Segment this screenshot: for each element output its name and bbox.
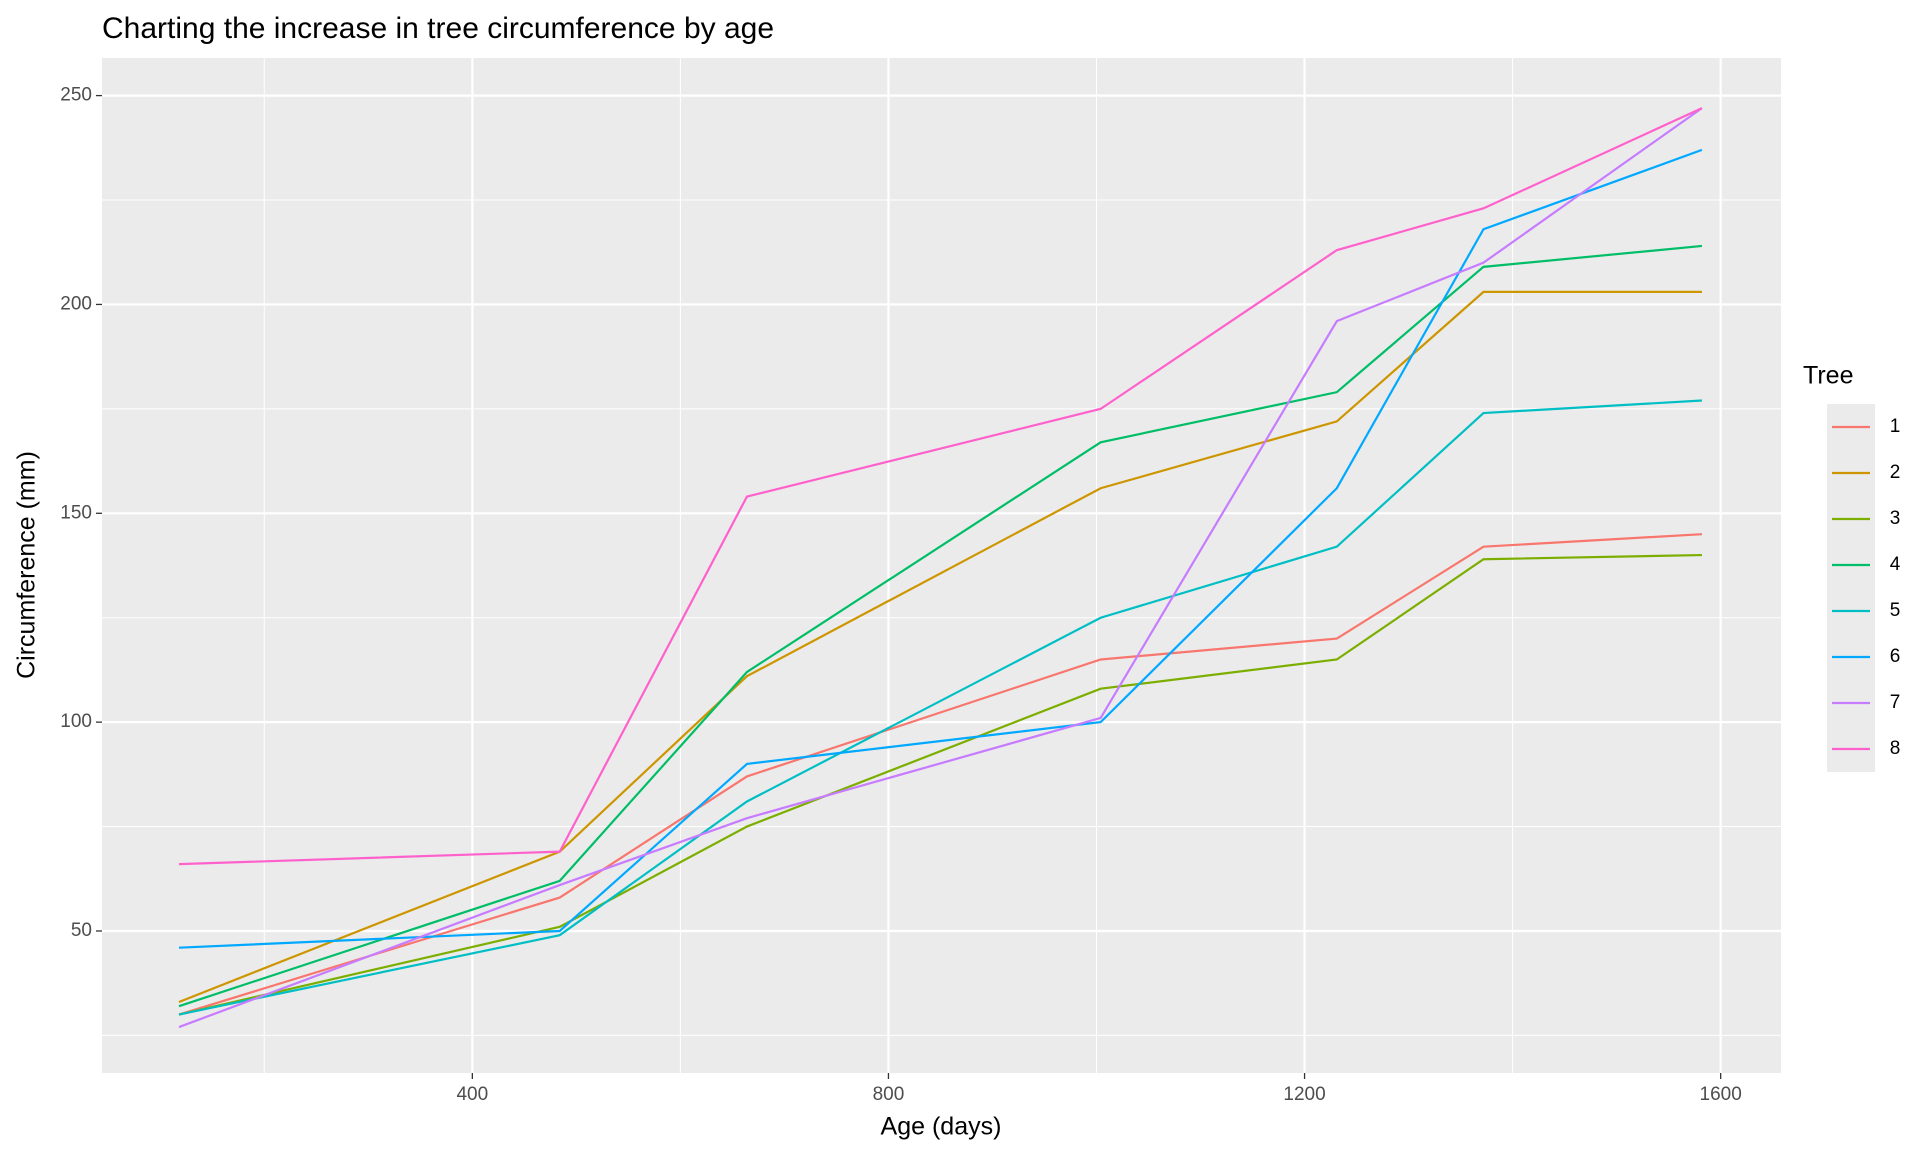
legend-label: 6 (1890, 646, 1901, 667)
series-line (178, 244, 1703, 1008)
series-line (178, 107, 1703, 866)
legend-key-background (1827, 404, 1875, 772)
series-line (178, 107, 1703, 1029)
series-line (178, 533, 1703, 1016)
y-tick-label: 50 (71, 920, 92, 941)
chart-title: Charting the increase in tree circumfere… (102, 12, 774, 45)
y-tick-label: 100 (60, 711, 92, 732)
legend-label: 3 (1890, 508, 1901, 529)
y-axis-label: Circumference (mm) (13, 451, 41, 679)
x-tick-label: 800 (873, 1084, 905, 1105)
x-tick-label: 1200 (1283, 1084, 1325, 1105)
legend-label: 5 (1890, 600, 1901, 621)
x-tick-label: 1600 (1700, 1084, 1742, 1105)
plot-panel (102, 58, 1781, 1073)
legend-label: 4 (1890, 554, 1901, 575)
series-line (178, 148, 1703, 949)
series-line (178, 399, 1703, 1016)
legend-label: 1 (1890, 416, 1901, 437)
x-axis-label: Age (days) (881, 1113, 1002, 1141)
series-line (178, 553, 1702, 1016)
y-tick-label: 250 (60, 85, 92, 106)
x-tick-label: 400 (456, 1084, 488, 1105)
legend-title: Tree (1803, 362, 1853, 390)
legend-label: 7 (1890, 692, 1901, 713)
legend-label: 2 (1890, 462, 1901, 483)
y-tick-label: 200 (60, 293, 92, 314)
legend-label: 8 (1890, 738, 1901, 759)
y-tick-label: 150 (60, 502, 92, 523)
